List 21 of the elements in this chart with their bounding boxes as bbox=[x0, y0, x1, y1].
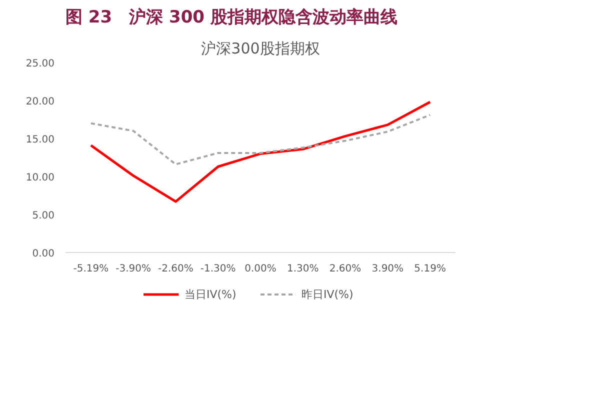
y-tick-label: 15.00 bbox=[26, 134, 55, 146]
x-tick-label: -2.60% bbox=[158, 264, 194, 274]
x-tick-label: 0.00% bbox=[244, 264, 276, 274]
y-tick-label: 20.00 bbox=[26, 96, 55, 108]
y-tick-label: 0.00 bbox=[32, 248, 54, 260]
legend-label: 昨日IV(%) bbox=[301, 288, 354, 301]
y-tick-label: 5.00 bbox=[32, 210, 54, 222]
legend-label: 当日IV(%) bbox=[184, 288, 236, 301]
x-tick-label: -3.90% bbox=[116, 264, 152, 274]
line-series bbox=[90, 100, 432, 203]
x-tick-label: 5.19% bbox=[414, 264, 446, 274]
x-tick-label: 1.30% bbox=[287, 264, 319, 274]
chart-title: 图 23 沪深 300 股指期权隐含波动率曲线 bbox=[66, 8, 398, 28]
x-tick-label: 3.90% bbox=[372, 264, 404, 274]
y-tick-label: 25.00 bbox=[26, 58, 55, 70]
line-series bbox=[90, 114, 432, 166]
x-tick-label: -1.30% bbox=[200, 264, 236, 274]
chart-subtitle: 沪深300股指期权 bbox=[201, 40, 320, 58]
y-tick-label: 10.00 bbox=[26, 172, 55, 184]
x-tick-label: -5.19% bbox=[73, 264, 109, 274]
x-tick-label: 2.60% bbox=[329, 264, 362, 274]
